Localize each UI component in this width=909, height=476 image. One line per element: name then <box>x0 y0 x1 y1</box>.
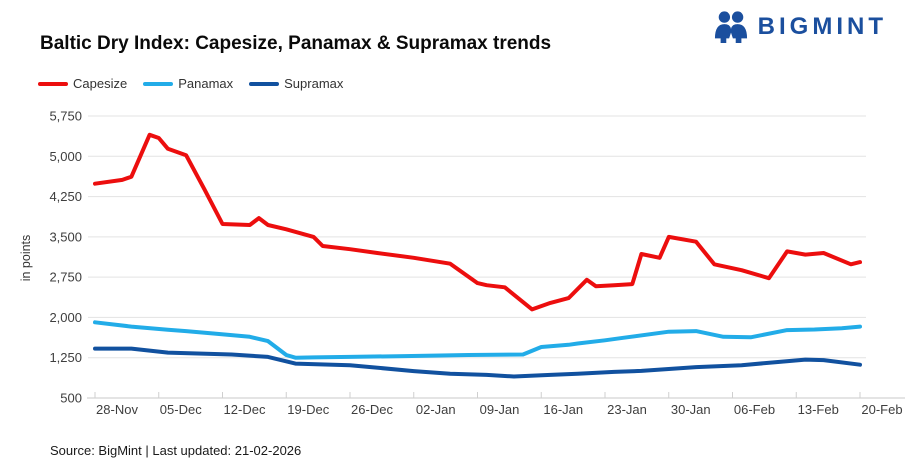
series-line-supramax <box>93 346 862 379</box>
y-axis-tick-label: 2,750 <box>49 270 82 285</box>
x-axis-tick-label: 12-Dec <box>224 402 266 417</box>
legend-swatch-supramax <box>249 81 280 86</box>
y-axis-tick-label: 3,500 <box>49 229 82 244</box>
x-axis-tick-label: 13-Feb <box>798 402 839 417</box>
x-axis-tick-label: 28-Nov <box>96 402 138 417</box>
y-axis-title: in points <box>19 235 33 282</box>
series-line-capesize <box>93 132 862 312</box>
y-axis-tick-label: 1,250 <box>49 350 82 365</box>
x-axis-tick-label: 09-Jan <box>480 402 520 417</box>
y-axis-tick-label: 5,000 <box>49 149 82 164</box>
y-axis-tick-label: 4,250 <box>49 189 82 204</box>
x-axis-tick-label: 19-Dec <box>287 402 329 417</box>
y-axis-tick-label: 5,750 <box>49 109 82 124</box>
x-axis-tick-label: 26-Dec <box>351 402 393 417</box>
line-chart: 500 1,250 2,000 2,750 3,500 4,250 5,000 5,750 28… <box>19 109 905 417</box>
legend-label-capesize: Capesize <box>73 76 128 91</box>
legend-label-panamax: Panamax <box>178 76 234 91</box>
two-people-icon <box>714 11 747 44</box>
bigmint-logo: BIGMINT <box>712 10 887 44</box>
x-axis-tick-label: 30-Jan <box>671 402 711 417</box>
legend-swatch-panamax <box>143 81 174 86</box>
legend-item-capesize: Capesize <box>38 76 127 91</box>
legend-label-supramax: Supramax <box>284 76 344 91</box>
source-note: Source: BigMint | Last updated: 21-02-20… <box>50 443 302 458</box>
series-line-panamax <box>93 320 862 360</box>
legend-item-panamax: Panamax <box>143 76 233 91</box>
x-axis-tick-label: 20-Feb <box>861 402 902 417</box>
legend-item-supramax: Supramax <box>249 76 343 91</box>
x-axis-tick-label: 06-Feb <box>734 402 775 417</box>
x-axis-tick-label: 02-Jan <box>416 402 456 417</box>
x-axis-tick-label: 23-Jan <box>607 402 647 417</box>
y-axis-tick-label: 2,000 <box>49 310 82 325</box>
x-axis-tick-label: 16-Jan <box>543 402 583 417</box>
chart-legend: Capesize Panamax Supramax <box>38 76 343 91</box>
legend-swatch-capesize <box>38 81 68 86</box>
x-axis-tick-label: 05-Dec <box>160 402 202 417</box>
y-axis-tick-label: 500 <box>60 391 82 406</box>
bigmint-wordmark: BIGMINT <box>757 13 887 40</box>
chart-title: Baltic Dry Index: Capesize, Panamax & Su… <box>40 33 552 54</box>
